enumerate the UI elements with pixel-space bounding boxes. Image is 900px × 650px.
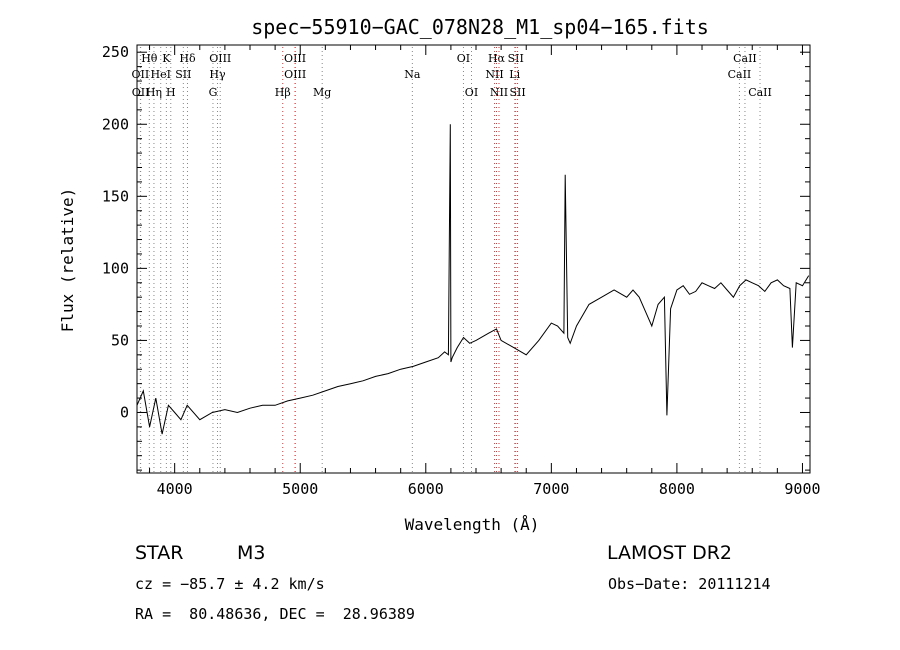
chart-title: spec−55910−GAC_078N28_M1_sp04−165.fits — [251, 15, 709, 39]
marker-label-15: Mg — [313, 86, 331, 99]
marker-label-8: H — [166, 86, 176, 99]
survey-name: LAMOST DR2 — [607, 542, 732, 564]
x-axis-label: Wavelength (Å) — [405, 515, 540, 534]
marker-label-6: Hδ — [179, 52, 196, 65]
marker-label-24: SII — [509, 86, 525, 99]
x-tick-label-2: 6000 — [408, 480, 444, 498]
object-subclass: M3 — [237, 542, 266, 564]
marker-label-0: Hθ — [141, 52, 158, 65]
marker-label-1: OII — [132, 68, 150, 81]
marker-label-3: K — [162, 52, 171, 65]
line-markers: Hθ OII OII K HeI Hη Hδ SII H OIII Hγ G OIII OIII Hβ Mg N… — [132, 47, 772, 472]
marker-label-10: Hγ — [209, 68, 226, 81]
marker-label-7: SII — [175, 68, 191, 81]
y-tick-label-2: 100 — [102, 259, 129, 277]
marker-label-13: OIII — [284, 68, 306, 81]
x-tick-label-4: 8000 — [659, 480, 695, 498]
ra-dec-coordinates: RA = 80.48636, DEC = 28.96389 — [135, 605, 415, 623]
y-axis-label: Flux (relative) — [58, 188, 77, 333]
marker-label-27: CaII — [748, 86, 772, 99]
marker-label-21: NII — [485, 68, 503, 81]
marker-label-22: Li — [509, 68, 520, 81]
marker-label-5: Hη — [146, 86, 162, 99]
axis-ticks: 4000 5000 6000 7000 8000 9000 0 50 100 150 200 250 — [102, 43, 821, 498]
y-tick-label-0: 0 — [120, 403, 129, 421]
marker-label-14: Hβ — [275, 86, 291, 99]
y-tick-label-5: 250 — [102, 43, 129, 61]
x-tick-label-5: 9000 — [784, 480, 820, 498]
marker-label-20: SII — [508, 52, 524, 65]
marker-label-18: OI — [465, 86, 478, 99]
marker-label-17: OI — [457, 52, 470, 65]
series-layer — [136, 124, 810, 435]
x-tick-label-0: 4000 — [157, 480, 193, 498]
spectrum-line-0 — [136, 124, 810, 435]
observation-date: Obs−Date: 20111214 — [608, 575, 771, 593]
marker-label-12: OIII — [284, 52, 306, 65]
y-tick-label-1: 50 — [111, 331, 129, 349]
plot-frame — [136, 44, 811, 474]
marker-label-2: OII — [132, 86, 150, 99]
marker-label-16: Na — [404, 68, 421, 81]
marker-label-9: OIII — [209, 52, 231, 65]
marker-label-23: NII — [490, 86, 508, 99]
x-tick-label-1: 5000 — [282, 480, 318, 498]
marker-label-4: HeI — [151, 68, 171, 81]
y-tick-label-3: 150 — [102, 187, 129, 205]
marker-label-25: CaII — [733, 52, 757, 65]
marker-label-11: G — [209, 86, 218, 99]
object-class: STAR — [135, 542, 184, 564]
marker-label-26: CaII — [728, 68, 752, 81]
marker-label-19: Hα — [488, 52, 506, 65]
x-tick-label-3: 7000 — [533, 480, 569, 498]
y-tick-label-4: 200 — [102, 115, 129, 133]
redshift-velocity: cz = −85.7 ± 4.2 km/s — [135, 575, 325, 593]
